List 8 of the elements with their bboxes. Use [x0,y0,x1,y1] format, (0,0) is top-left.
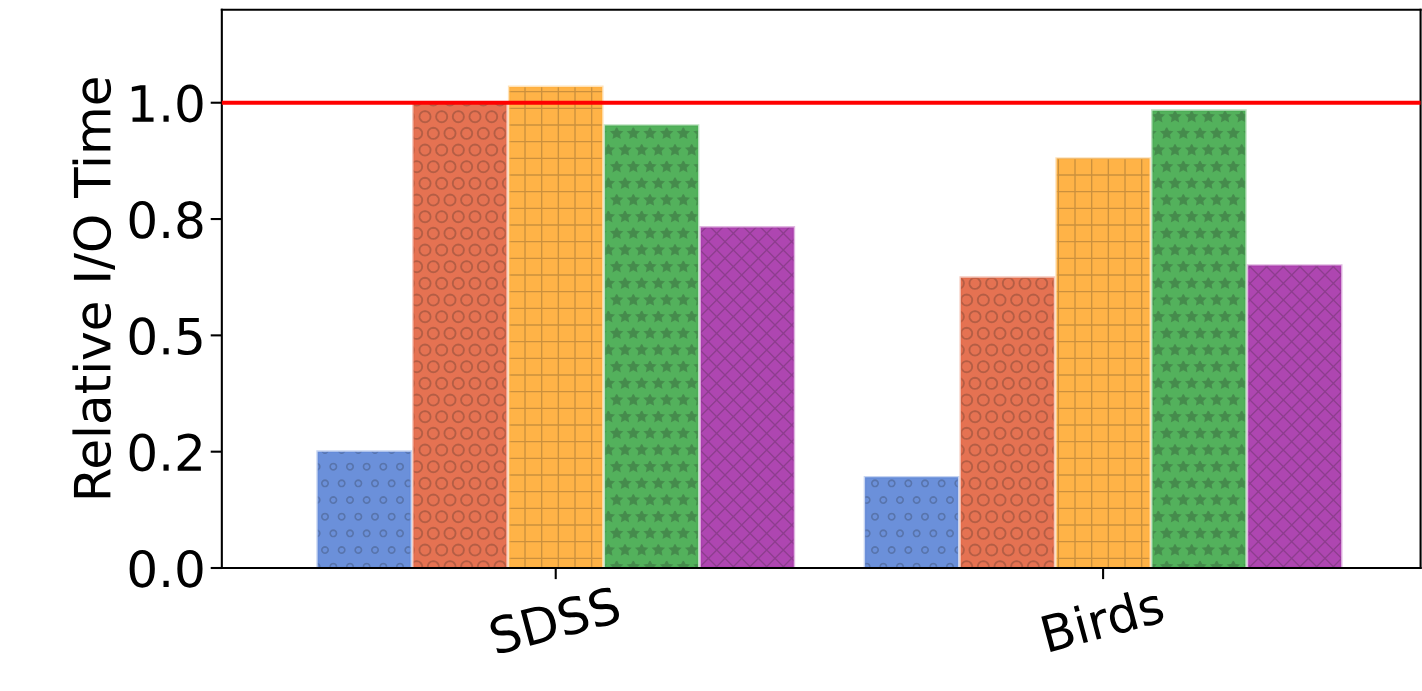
y-axis-title: Relative I/O Time [72,78,116,498]
y-tick-label: 0.5 [129,317,202,356]
y-tick-label: 0.8 [129,200,203,239]
y-tick-label: 0.2 [129,433,201,472]
x-tick-label: SDSS [488,585,622,656]
y-tick-label: 1.0 [131,84,203,123]
x-tick-label: Birds [1040,584,1166,653]
y-tick-label: 0.0 [129,549,203,588]
